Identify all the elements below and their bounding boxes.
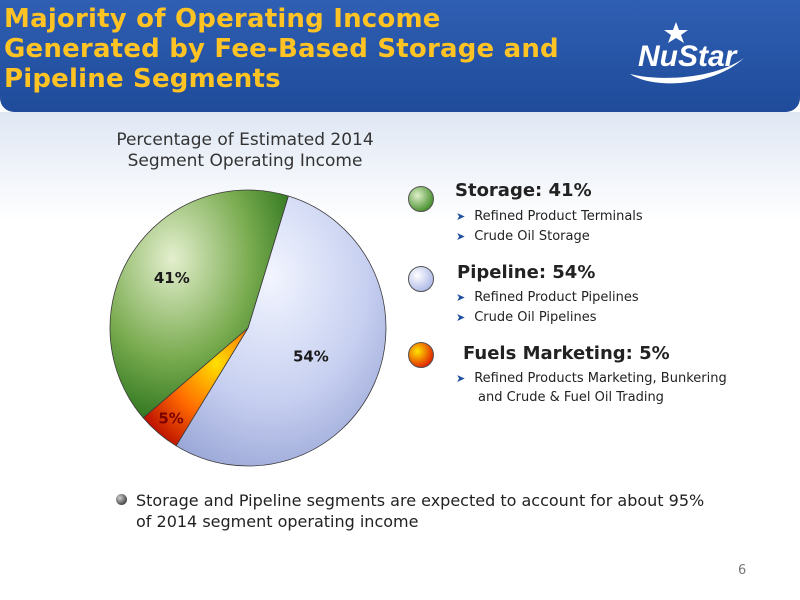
legend-item: ➤ Refined Product Pipelines xyxy=(456,288,639,308)
slide-title-line: Pipeline Segments xyxy=(4,64,281,94)
arrow-bullet-icon: ➤ xyxy=(456,291,466,304)
legend-swatch-storage xyxy=(408,186,434,212)
legend-heading-fuels-marketing: Fuels Marketing: 5% xyxy=(463,343,670,364)
legend-item-label: Crude Oil Pipelines xyxy=(474,310,597,325)
slide-title: Majority of Operating Income Generated b… xyxy=(4,4,604,94)
pie-label-fuels-marketing: 5% xyxy=(158,409,183,427)
arrow-bullet-icon: ➤ xyxy=(456,311,466,324)
pie-label-storage: 41% xyxy=(154,269,190,287)
pie-slice-pipeline xyxy=(175,195,387,467)
chart-title-line: Percentage of Estimated 2014 xyxy=(116,130,374,150)
title-bar: Majority of Operating Income Generated b… xyxy=(0,0,800,112)
pie-label-pipeline: 54% xyxy=(293,347,329,365)
bullet-icon xyxy=(116,494,127,505)
legend-item: ➤ Refined Product Terminals xyxy=(456,207,643,227)
bullet-line: Storage and Pipeline segments are expect… xyxy=(136,491,705,510)
bullet-line: of 2014 segment operating income xyxy=(136,512,419,531)
arrow-bullet-icon: ➤ xyxy=(456,210,466,223)
legend-heading-storage: Storage: 41% xyxy=(455,180,592,201)
legend-heading-pipeline: Pipeline: 54% xyxy=(457,262,596,283)
nustar-logo: NuStar xyxy=(630,22,744,84)
bullet-text: Storage and Pipeline segments are expect… xyxy=(136,490,786,532)
legend-swatch-pipeline xyxy=(408,266,434,292)
pie-slice-storage xyxy=(109,189,289,419)
legend-item-continuation: and Crude & Fuel Oil Trading xyxy=(478,390,664,405)
legend-item: ➤ Crude Oil Storage xyxy=(456,227,590,247)
slide-title-line: Generated by Fee-Based Storage and xyxy=(4,34,559,64)
legend-item-label: Refined Product Pipelines xyxy=(474,290,639,305)
arrow-bullet-icon: ➤ xyxy=(456,230,466,243)
arrow-bullet-icon: ➤ xyxy=(456,372,466,385)
logo-star xyxy=(664,22,688,43)
legend-item-label: Refined Product Terminals xyxy=(474,209,643,224)
legend-swatch-fuels-marketing xyxy=(408,342,434,368)
logo-text: NuStar xyxy=(638,40,739,73)
logo-swoosh xyxy=(630,58,744,84)
slide-title-line: Majority of Operating Income xyxy=(4,4,441,34)
legend-item-label: Crude Oil Storage xyxy=(474,229,590,244)
legend-item-label: Refined Products Marketing, Bunkering xyxy=(474,371,727,386)
legend-item: ➤ Refined Products Marketing, Bunkering xyxy=(456,369,727,389)
chart-title: Percentage of Estimated 2014 Segment Ope… xyxy=(90,130,400,172)
background-band xyxy=(0,112,800,222)
page-number: 6 xyxy=(738,563,747,578)
chart-title-line: Segment Operating Income xyxy=(127,151,363,171)
pie-labels: 41% 54% 5% xyxy=(154,269,329,427)
pie-slices xyxy=(109,189,387,467)
legend-item: ➤ Crude Oil Pipelines xyxy=(456,308,597,328)
